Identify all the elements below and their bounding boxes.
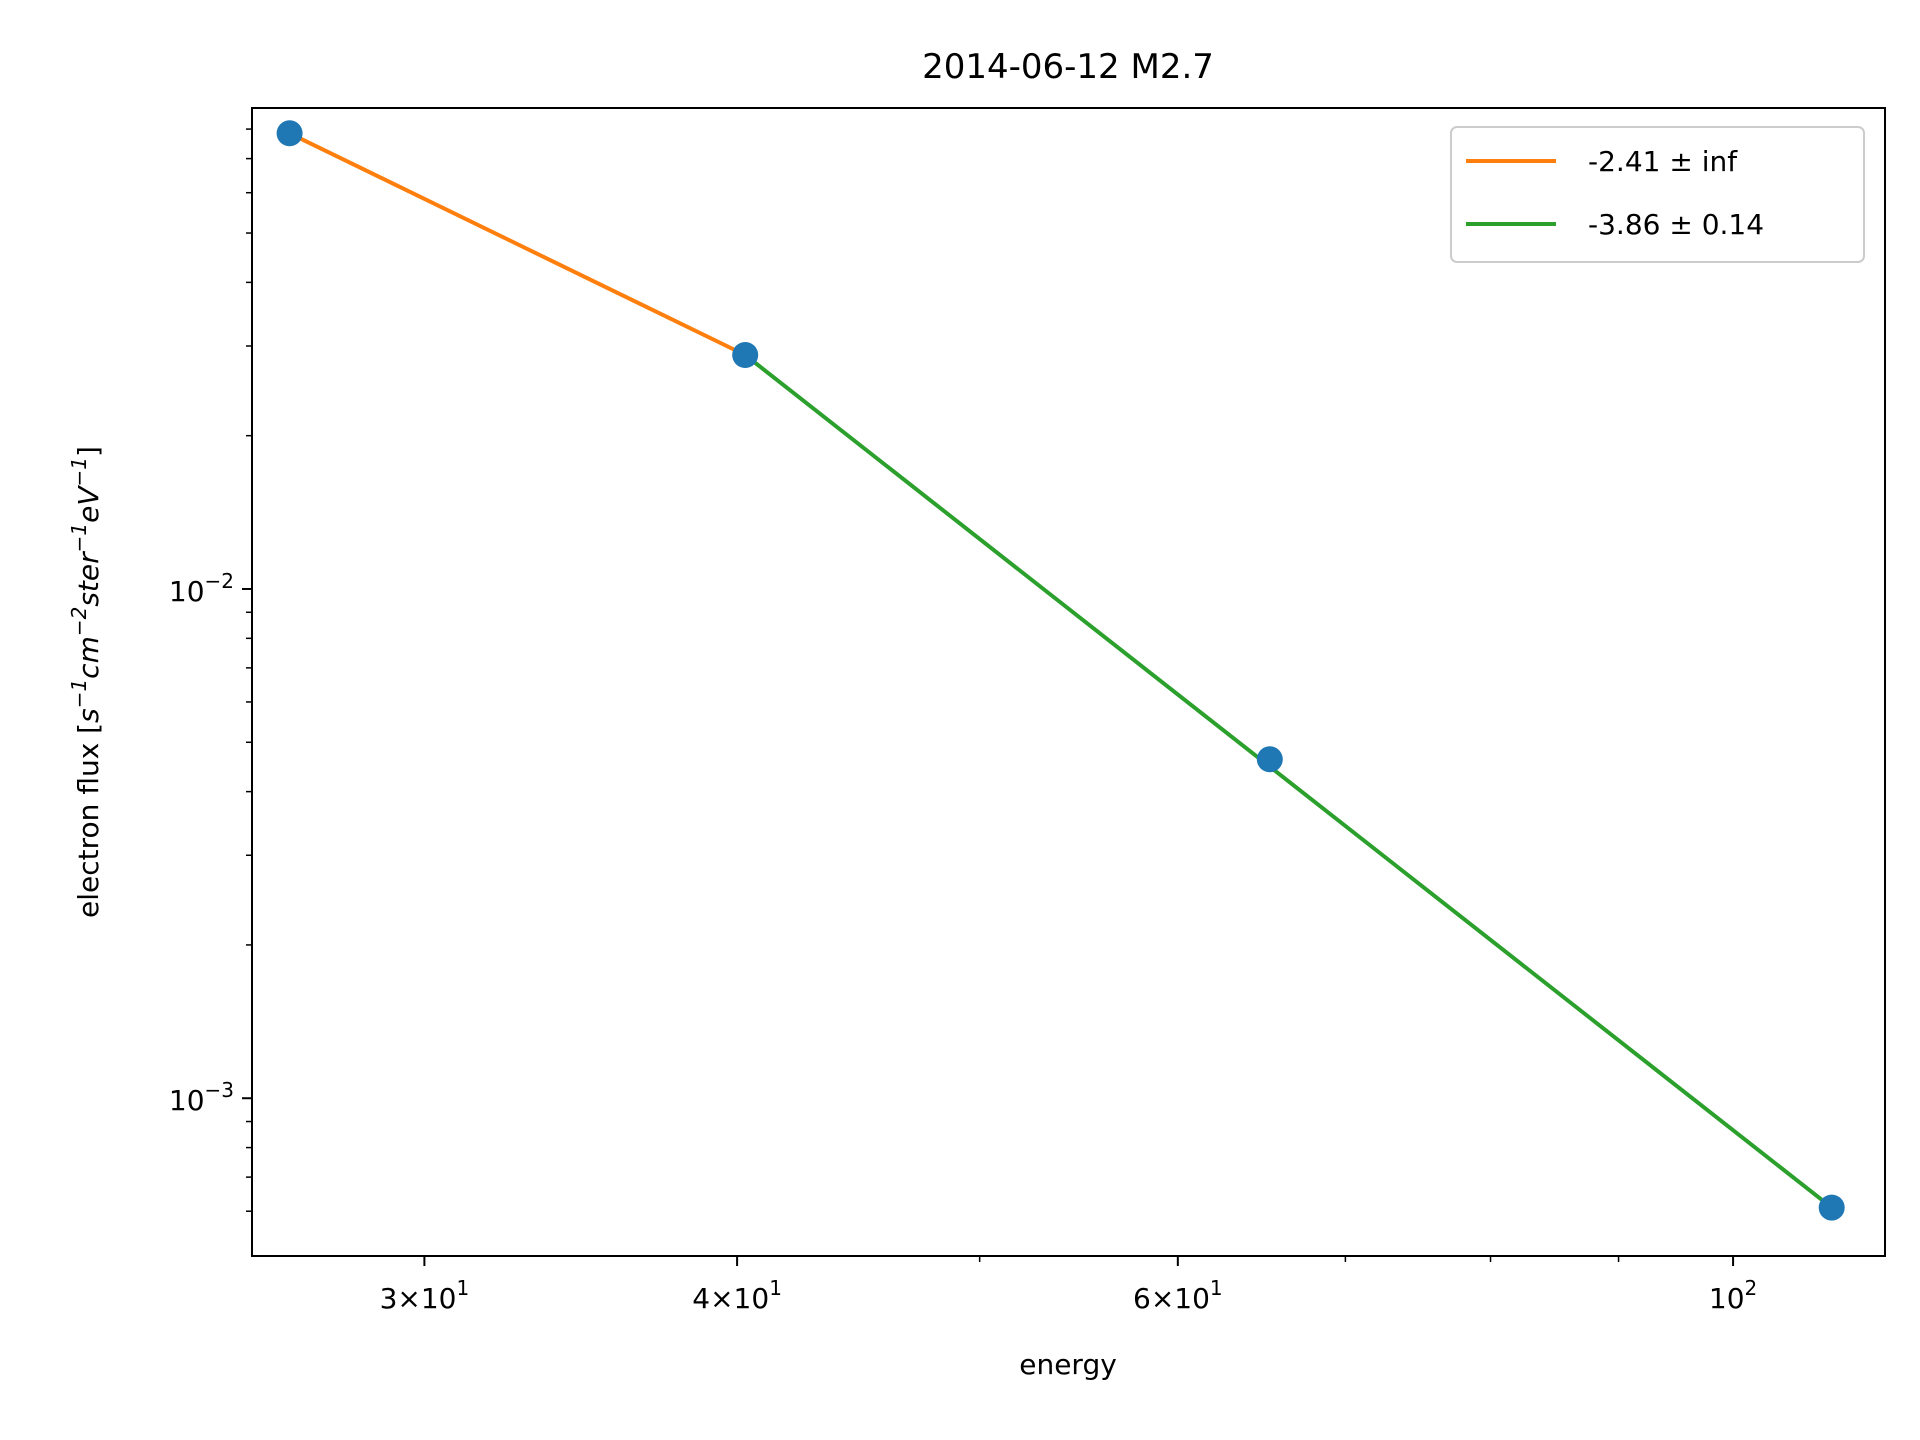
- y-tick-label: 10−3: [169, 1078, 234, 1117]
- data-point: [1256, 746, 1283, 773]
- y-axis-label-text: electron flux [: [72, 723, 105, 918]
- y-tick-label: 10−2: [169, 569, 234, 608]
- data-point: [276, 120, 303, 147]
- legend: -2.41 ± inf -3.86 ± 0.14: [1450, 126, 1865, 263]
- series-layer: [288, 131, 1833, 1210]
- data-point: [1818, 1194, 1845, 1221]
- x-tick-label: 102: [1709, 1276, 1757, 1315]
- x-axis-label: energy: [1019, 1348, 1117, 1381]
- chart-title: 2014-06-12 M2.7: [922, 47, 1214, 87]
- y-axis-label-close: ]: [72, 446, 105, 457]
- y-axis: 10−2 10−3: [169, 128, 252, 1212]
- legend-label-1: -2.41 ± inf: [1588, 145, 1738, 178]
- x-tick-label: 3×101: [380, 1276, 470, 1315]
- y-axis-label-math: s−1cm−2ster−1eV−1: [67, 457, 105, 723]
- y-axis-label: electron flux [s−1cm−2ster−1eV−1]: [67, 446, 105, 918]
- fit-line-1: [288, 131, 747, 357]
- points-layer: [276, 120, 1845, 1221]
- plot-frame: [251, 107, 1886, 1257]
- x-tick-label: 4×101: [692, 1276, 782, 1315]
- x-tick-label: 6×101: [1133, 1276, 1223, 1315]
- legend-label-2: -3.86 ± 0.14: [1588, 208, 1764, 241]
- x-axis: 3×101 4×101 6×101 102: [380, 1256, 1757, 1315]
- data-point: [732, 342, 759, 368]
- fit-line-2: [743, 353, 1833, 1210]
